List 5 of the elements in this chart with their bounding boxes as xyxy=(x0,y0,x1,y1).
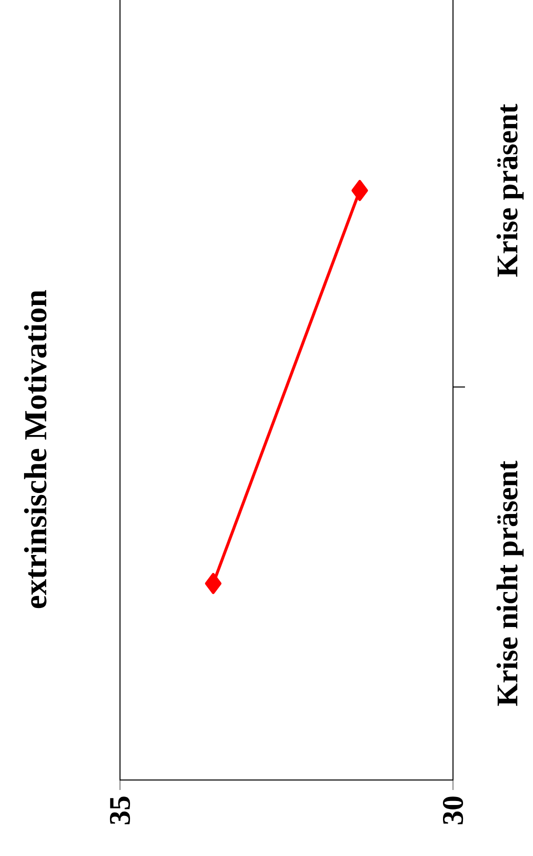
x-tick-label: 35 xyxy=(110,796,130,824)
x-tick-label: 30 xyxy=(442,796,464,824)
y-tick-label: Krise präsent xyxy=(496,104,524,277)
text: extrinsische Motivation xyxy=(24,290,46,608)
y-tick-label: Krise nicht präsent xyxy=(496,460,524,706)
